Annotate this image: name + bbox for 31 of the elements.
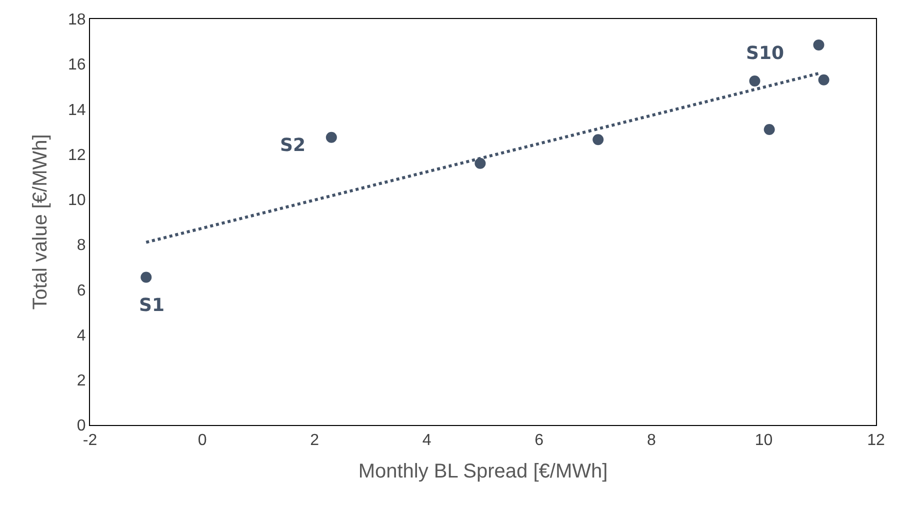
point <box>749 76 760 87</box>
y-tick-label: 4 <box>76 327 86 344</box>
y-tick-label: 6 <box>76 282 86 300</box>
x-axis-title: Monthly BL Spread [€/MWh] <box>358 460 608 483</box>
x-tick-label: -2 <box>82 432 98 450</box>
y-tick-label: 2 <box>76 372 86 390</box>
x-tick-label: 2 <box>310 432 320 450</box>
y-axis-title: Total value [€/MWh] <box>30 134 52 310</box>
point <box>592 134 604 146</box>
y-tick-label: 8 <box>76 237 86 254</box>
x-tick-label: 12 <box>867 432 885 450</box>
annotation: S2 <box>280 135 306 156</box>
point <box>474 158 486 169</box>
point <box>140 272 152 283</box>
point <box>813 39 824 50</box>
x-tick-label: 6 <box>534 432 544 450</box>
annotation: S1 <box>139 295 164 316</box>
point <box>764 124 775 136</box>
y-tick-label: 12 <box>68 146 86 164</box>
y-tick-label: 18 <box>68 12 86 29</box>
x-tick-label: 4 <box>422 432 432 450</box>
y-tick-label: 0 <box>76 418 86 435</box>
point <box>818 74 830 86</box>
annotation: S10 <box>746 43 784 64</box>
y-tick-label: 14 <box>68 102 86 119</box>
x-tick-label: 10 <box>754 432 773 450</box>
x-tick-label: 8 <box>646 432 656 450</box>
point <box>326 132 337 143</box>
y-tick-label: 16 <box>68 56 86 74</box>
y-tick-label: 10 <box>68 192 86 210</box>
x-tick-label: 0 <box>198 432 207 450</box>
